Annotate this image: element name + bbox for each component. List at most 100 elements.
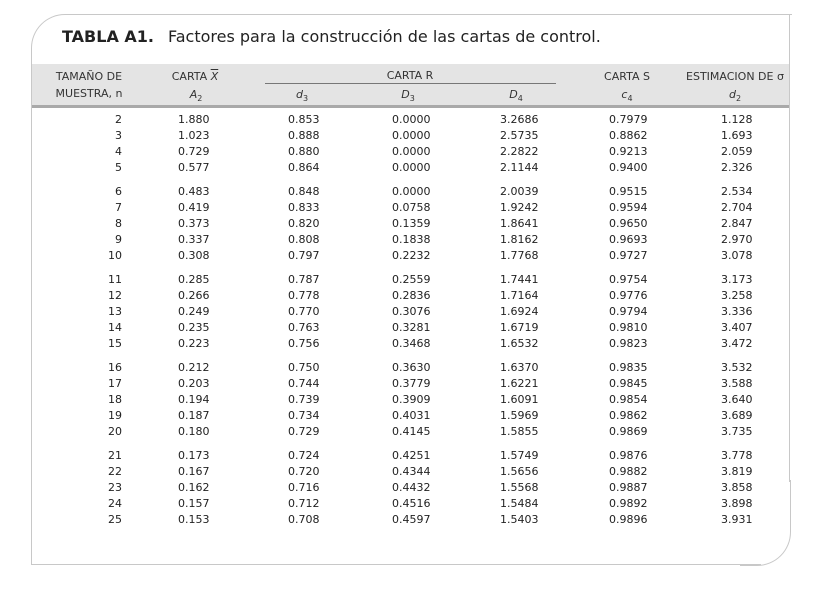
d2-cell: 3.931 <box>721 513 753 526</box>
D3-cell: 0.2232 <box>392 249 431 262</box>
d2-cell: 1.693 <box>721 129 753 142</box>
table-title: TABLA A1. Factores para la construcción d… <box>62 27 601 46</box>
c4-cell: 0.9213 <box>609 145 648 158</box>
header-a2: A2 <box>189 88 203 104</box>
table-row: 6 0.483 0.848 0.0000 2.0039 0.9515 2.534 <box>32 184 789 200</box>
D3-cell: 0.3076 <box>392 305 431 318</box>
a2-cell: 0.157 <box>178 497 210 510</box>
xbar-symbol: X <box>210 70 219 83</box>
sample-size-cell: 17 <box>108 377 122 390</box>
table-row: 14 0.235 0.763 0.3281 1.6719 0.9810 3.407 <box>32 320 789 336</box>
c4-cell: 0.9810 <box>609 321 648 334</box>
D3-cell: 0.4516 <box>392 497 431 510</box>
table-row: 20 0.180 0.729 0.4145 1.5855 0.9869 3.735 <box>32 424 789 440</box>
table-row: 22 0.167 0.720 0.4344 1.5656 0.9882 3.819 <box>32 464 789 480</box>
table-row: 13 0.249 0.770 0.3076 1.6924 0.9794 3.336 <box>32 304 789 320</box>
D4-cell: 2.1144 <box>500 161 539 174</box>
d2-cell: 3.407 <box>721 321 753 334</box>
d2-cell: 2.326 <box>721 161 753 174</box>
D4-cell: 1.5568 <box>500 481 539 494</box>
sample-size-cell: 15 <box>108 337 122 350</box>
a2-cell: 0.180 <box>178 425 210 438</box>
d3-cell: 0.712 <box>288 497 320 510</box>
d2-cell: 3.858 <box>721 481 753 494</box>
c4-cell: 0.7979 <box>609 113 648 126</box>
d2-cell: 3.173 <box>721 273 753 286</box>
D4-cell: 1.8641 <box>500 217 539 230</box>
a2-cell: 0.577 <box>178 161 210 174</box>
header-carta-r: CARTA R <box>386 69 434 82</box>
d3-cell: 0.880 <box>288 145 320 158</box>
c4-cell: 0.9400 <box>609 161 648 174</box>
sample-size-cell: 18 <box>108 393 122 406</box>
D4-cell: 1.7768 <box>500 249 539 262</box>
sample-size-cell: 25 <box>108 513 122 526</box>
d2-cell: 3.336 <box>721 305 753 318</box>
d3-cell: 0.739 <box>288 393 320 406</box>
header-sigma-estimate: ESTIMACION DE σ <box>686 70 784 83</box>
D3-cell: 0.0000 <box>392 145 431 158</box>
c4-cell: 0.9515 <box>609 185 648 198</box>
a2-cell: 0.373 <box>178 217 210 230</box>
d3-cell: 0.720 <box>288 465 320 478</box>
d2-cell: 3.640 <box>721 393 753 406</box>
d3-cell: 0.853 <box>288 113 320 126</box>
table-row: 3 1.023 0.888 0.0000 2.5735 0.8862 1.693 <box>32 128 789 144</box>
d3-cell: 0.833 <box>288 201 320 214</box>
c4-cell: 0.9896 <box>609 513 648 526</box>
D3-cell: 0.2836 <box>392 289 431 302</box>
sample-size-cell: 3 <box>115 129 122 142</box>
sample-size-cell: 5 <box>115 161 122 174</box>
D3-cell: 0.0000 <box>392 161 431 174</box>
D3-cell: 0.0000 <box>392 129 431 142</box>
sample-size-cell: 8 <box>115 217 122 230</box>
D4-cell: 1.6924 <box>500 305 539 318</box>
table-row: 24 0.157 0.712 0.4516 1.5484 0.9892 3.898 <box>32 496 789 512</box>
sample-size-cell: 14 <box>108 321 122 334</box>
d2-cell: 3.258 <box>721 289 753 302</box>
D3-cell: 0.3468 <box>392 337 431 350</box>
D4-cell: 2.5735 <box>500 129 539 142</box>
sample-size-cell: 19 <box>108 409 122 422</box>
sample-size-cell: 13 <box>108 305 122 318</box>
d2-cell: 2.059 <box>721 145 753 158</box>
a2-cell: 0.235 <box>178 321 210 334</box>
D3-cell: 0.3630 <box>392 361 431 374</box>
header-carta-s: CARTA S <box>604 70 650 83</box>
header-band <box>32 64 789 106</box>
sample-size-cell: 7 <box>115 201 122 214</box>
D3-cell: 0.1359 <box>392 217 431 230</box>
c4-cell: 0.9594 <box>609 201 648 214</box>
a2-cell: 0.308 <box>178 249 210 262</box>
D4-cell: 1.5969 <box>500 409 539 422</box>
table-row: 11 0.285 0.787 0.2559 1.7441 0.9754 3.173 <box>32 272 789 288</box>
table-row: 25 0.153 0.708 0.4597 1.5403 0.9896 3.931 <box>32 512 789 528</box>
sample-size-cell: 12 <box>108 289 122 302</box>
D4-cell: 1.6719 <box>500 321 539 334</box>
D3-cell: 0.0758 <box>392 201 431 214</box>
D4-cell: 1.6221 <box>500 377 539 390</box>
c4-cell: 0.9754 <box>609 273 648 286</box>
header-carta-xbar: CARTA X <box>171 70 219 83</box>
D4-cell: 1.5855 <box>500 425 539 438</box>
table-frame-top <box>31 14 792 65</box>
table-row: 16 0.212 0.750 0.3630 1.6370 0.9835 3.532 <box>32 360 789 376</box>
table-row: 5 0.577 0.864 0.0000 2.1144 0.9400 2.326 <box>32 160 789 176</box>
D4-cell: 1.5656 <box>500 465 539 478</box>
d3-cell: 0.787 <box>288 273 320 286</box>
a2-cell: 0.419 <box>178 201 210 214</box>
sample-size-cell: 21 <box>108 449 122 462</box>
c4-cell: 0.9854 <box>609 393 648 406</box>
sample-size-cell: 20 <box>108 425 122 438</box>
table-row: 19 0.187 0.734 0.4031 1.5969 0.9862 3.689 <box>32 408 789 424</box>
D4-cell: 1.6091 <box>500 393 539 406</box>
a2-cell: 0.162 <box>178 481 210 494</box>
sample-size-cell: 10 <box>108 249 122 262</box>
a2-cell: 0.285 <box>178 273 210 286</box>
d3-cell: 0.724 <box>288 449 320 462</box>
d2-cell: 3.778 <box>721 449 753 462</box>
header-d3-lower: d3 <box>295 88 309 104</box>
D4-cell: 1.5749 <box>500 449 539 462</box>
D3-cell: 0.4344 <box>392 465 431 478</box>
c4-cell: 0.9693 <box>609 233 648 246</box>
